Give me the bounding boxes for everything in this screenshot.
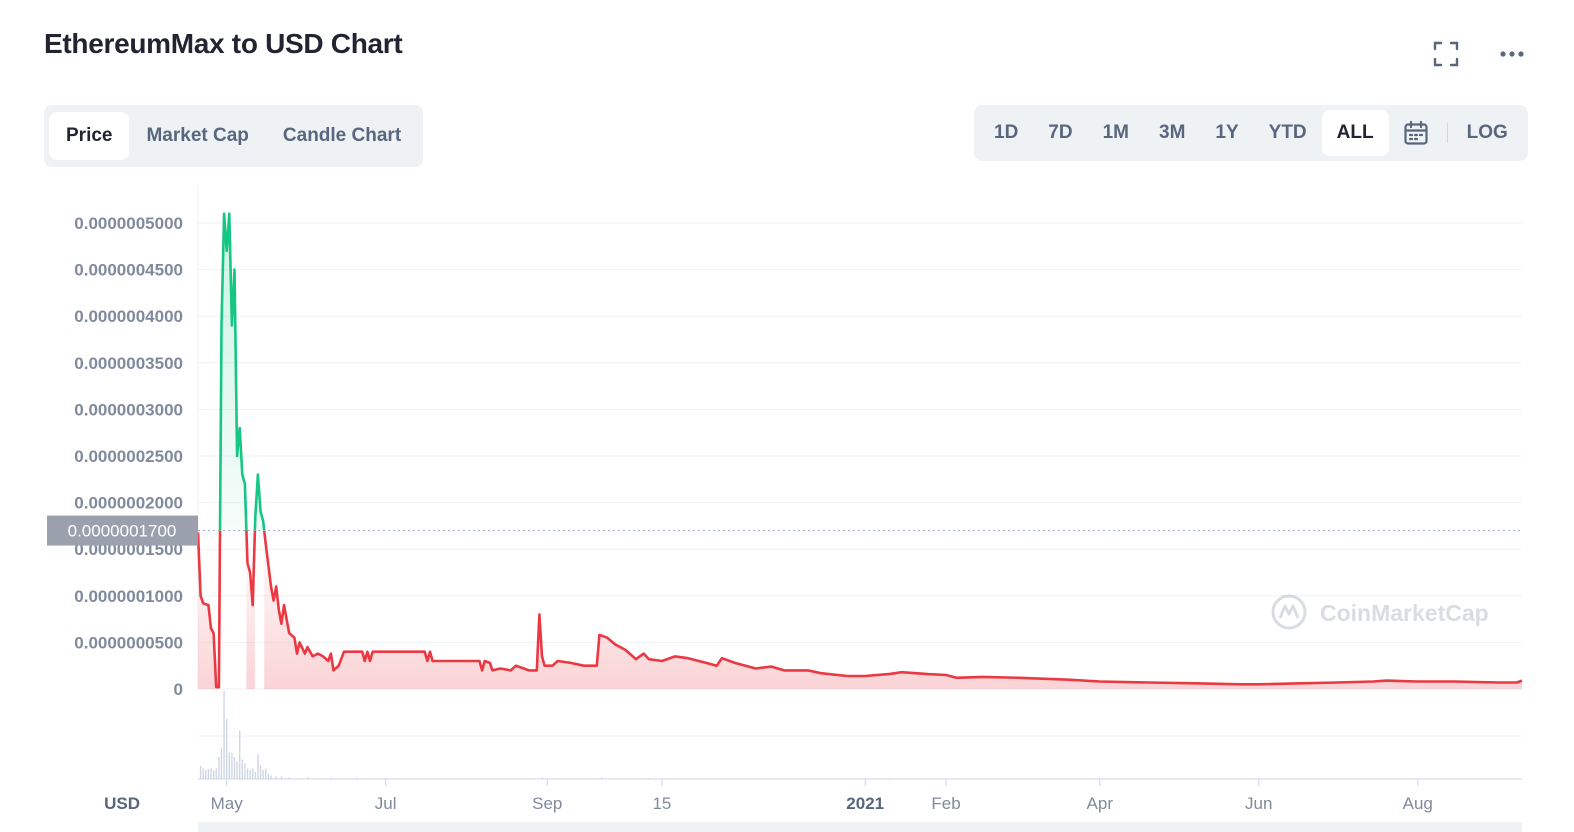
volume-bar xyxy=(231,752,233,779)
coinmarketcap-logo: CoinMarketCap xyxy=(1271,594,1489,630)
svg-text:CoinMarketCap: CoinMarketCap xyxy=(1320,600,1489,626)
range-1y-button[interactable]: 1Y xyxy=(1215,122,1239,143)
volume-bar xyxy=(257,754,259,779)
x-tick-label: Jun xyxy=(1245,794,1272,813)
volume-bar xyxy=(249,770,251,779)
price-line-up xyxy=(218,212,248,531)
y-tick-label: 0.0000003000 xyxy=(74,400,183,419)
volume-bar xyxy=(215,768,217,779)
price-line-up xyxy=(253,473,266,531)
volume-bar xyxy=(275,776,277,779)
range-1d-button[interactable]: 1D xyxy=(994,122,1019,143)
price-area-down xyxy=(264,530,1523,689)
volume-bar xyxy=(246,768,249,779)
range-all-button[interactable]: ALL xyxy=(1321,110,1389,156)
fullscreen-icon[interactable] xyxy=(1432,40,1460,68)
reference-price: 0.0000001700 xyxy=(47,515,1522,546)
volume-bar xyxy=(205,770,207,779)
y-tick-label: 0.0000004000 xyxy=(74,307,183,326)
volume-bar xyxy=(239,730,241,779)
volume-bar xyxy=(259,765,262,779)
volume-bar xyxy=(252,768,254,779)
volume-bar xyxy=(648,777,650,779)
volume-bar xyxy=(262,770,264,779)
chart-toolbar-icons xyxy=(1432,40,1526,68)
reference-price-tag xyxy=(47,515,198,546)
time-range-selector: 1D 7D 1M 3M 1Y YTD ALL LOG xyxy=(974,105,1528,161)
volume-bar xyxy=(207,769,210,779)
x-tick-label: Aug xyxy=(1403,794,1433,813)
y-axis: 0.0000005000 0.0000004500 0.0000004000 0.00… xyxy=(74,214,183,813)
x-tick-label: Sep xyxy=(532,794,562,813)
chart-type-tabs: Price Market Cap Candle Chart xyxy=(44,105,424,167)
y-tick-label: 0.0000002000 xyxy=(74,494,183,513)
y-tick-label: 0.0000003500 xyxy=(74,354,183,373)
volume-bar xyxy=(601,777,603,779)
volume-bar xyxy=(384,777,387,779)
tab-candle-chart[interactable]: Candle Chart xyxy=(282,125,402,146)
volume-bar xyxy=(330,777,332,779)
volume-bar xyxy=(241,759,244,779)
volume-bar xyxy=(280,776,283,779)
volume-bar xyxy=(236,761,238,779)
volume-bar xyxy=(233,757,236,779)
volume-bar xyxy=(288,777,290,779)
x-tick-label: Apr xyxy=(1087,794,1114,813)
x-tick-label: 2021 xyxy=(846,794,884,813)
volume-bar xyxy=(541,777,543,779)
volume-bar xyxy=(254,771,257,779)
y-tick-label: 0.0000001000 xyxy=(74,587,183,606)
x-tick-label: 15 xyxy=(652,794,671,813)
y-tick-label: 0.0000005000 xyxy=(74,214,183,233)
volume-bar xyxy=(218,757,220,779)
range-scrollbar xyxy=(198,822,1522,832)
volume-bar xyxy=(212,770,215,779)
price-line-down xyxy=(245,530,257,607)
volume-bar xyxy=(220,748,223,779)
volume-bar xyxy=(270,775,272,779)
y-tick-label: 0.0000000500 xyxy=(74,633,183,652)
volume-bar xyxy=(244,763,246,779)
log-scale-button[interactable]: LOG xyxy=(1466,122,1508,143)
volume-bar xyxy=(356,777,358,779)
x-tick-label: Jul xyxy=(375,794,397,813)
y-tick-label: 0.0000002500 xyxy=(74,447,183,466)
price-line-down xyxy=(262,530,1523,686)
price-lines xyxy=(196,212,1523,689)
x-axis: May Jul Sep 15 2021 Feb Apr Jun Aug xyxy=(198,778,1522,832)
grid-lines xyxy=(197,185,1522,737)
range-ytd-button[interactable]: YTD xyxy=(1268,122,1307,143)
price-area-down xyxy=(198,530,220,689)
tab-price[interactable]: Price xyxy=(49,112,130,160)
volume-bar xyxy=(228,752,230,779)
range-1m-button[interactable]: 1M xyxy=(1102,122,1129,143)
range-3m-button[interactable]: 3M xyxy=(1159,122,1186,143)
volume-bar xyxy=(225,719,228,779)
volume-bar xyxy=(223,691,225,779)
reference-price-label: 0.0000001700 xyxy=(68,522,177,541)
tab-market-cap[interactable]: Market Cap xyxy=(146,125,249,146)
y-unit-label: USD xyxy=(104,794,140,813)
separator xyxy=(1446,123,1448,143)
calendar-icon[interactable] xyxy=(1389,110,1443,156)
volume-bars xyxy=(199,691,1260,779)
page-title: EthereumMax to USD Chart xyxy=(44,28,403,59)
volume-bar xyxy=(265,768,267,779)
volume-bar xyxy=(267,773,270,779)
volume-bar xyxy=(210,768,212,779)
price-line-down xyxy=(196,530,222,689)
x-tick-label: Feb xyxy=(931,794,960,813)
y-tick-label: 0 xyxy=(174,680,183,699)
more-icon[interactable] xyxy=(1498,40,1526,68)
volume-bar xyxy=(202,768,204,779)
volume-bar xyxy=(199,765,202,779)
x-tick-label: May xyxy=(211,794,244,813)
range-7d-button[interactable]: 7D xyxy=(1048,122,1073,143)
y-tick-label: 0.0000004500 xyxy=(74,261,183,280)
volume-bar xyxy=(306,777,309,779)
